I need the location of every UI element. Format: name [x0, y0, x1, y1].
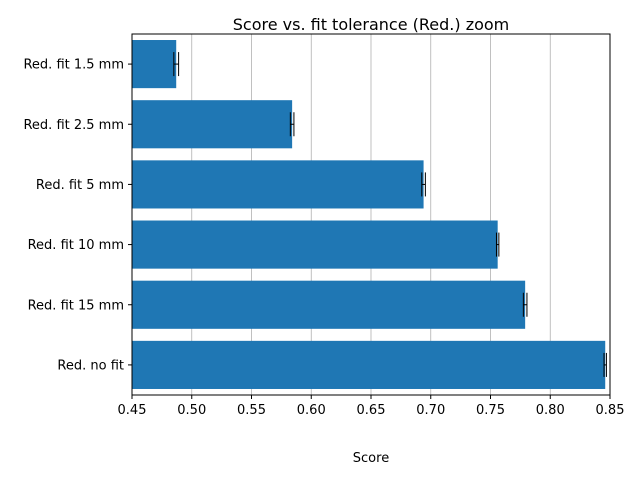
y-tick-label: Red. fit 5 mm [36, 178, 124, 193]
y-tick-label: Red. no fit [57, 358, 124, 373]
x-tick-label: 0.45 [118, 403, 147, 418]
x-axis-ticks: 0.45 0.50 0.55 0.60 0.65 0.70 0.75 0.80 0.85 [118, 395, 625, 418]
y-tick-label: Red. fit 1.5 mm [23, 58, 124, 73]
bar [132, 100, 293, 149]
bar [132, 340, 606, 389]
x-tick-label: 0.65 [357, 403, 386, 418]
bar [132, 220, 498, 269]
x-tick-label: 0.80 [536, 403, 565, 418]
bar [132, 280, 526, 329]
bar [132, 40, 177, 89]
error-bars [173, 52, 607, 377]
x-axis-label: Score [353, 451, 389, 466]
y-axis-ticks: Red. fit 1.5 mm Red. fit 2.5 mm Red. fit 5… [23, 58, 132, 373]
x-tick-label: 0.55 [237, 403, 266, 418]
chart-title: Score vs. fit tolerance (Red.) zoom [233, 15, 510, 34]
x-tick-label: 0.70 [416, 403, 445, 418]
y-tick-label: Red. fit 10 mm [28, 238, 124, 253]
x-tick-label: 0.75 [476, 403, 505, 418]
bars [132, 40, 606, 389]
y-tick-label: Red. fit 15 mm [28, 298, 124, 313]
y-tick-label: Red. fit 2.5 mm [23, 118, 124, 133]
x-tick-label: 0.85 [596, 403, 625, 418]
x-tick-label: 0.50 [177, 403, 206, 418]
x-tick-label: 0.60 [297, 403, 326, 418]
bar [132, 160, 424, 209]
